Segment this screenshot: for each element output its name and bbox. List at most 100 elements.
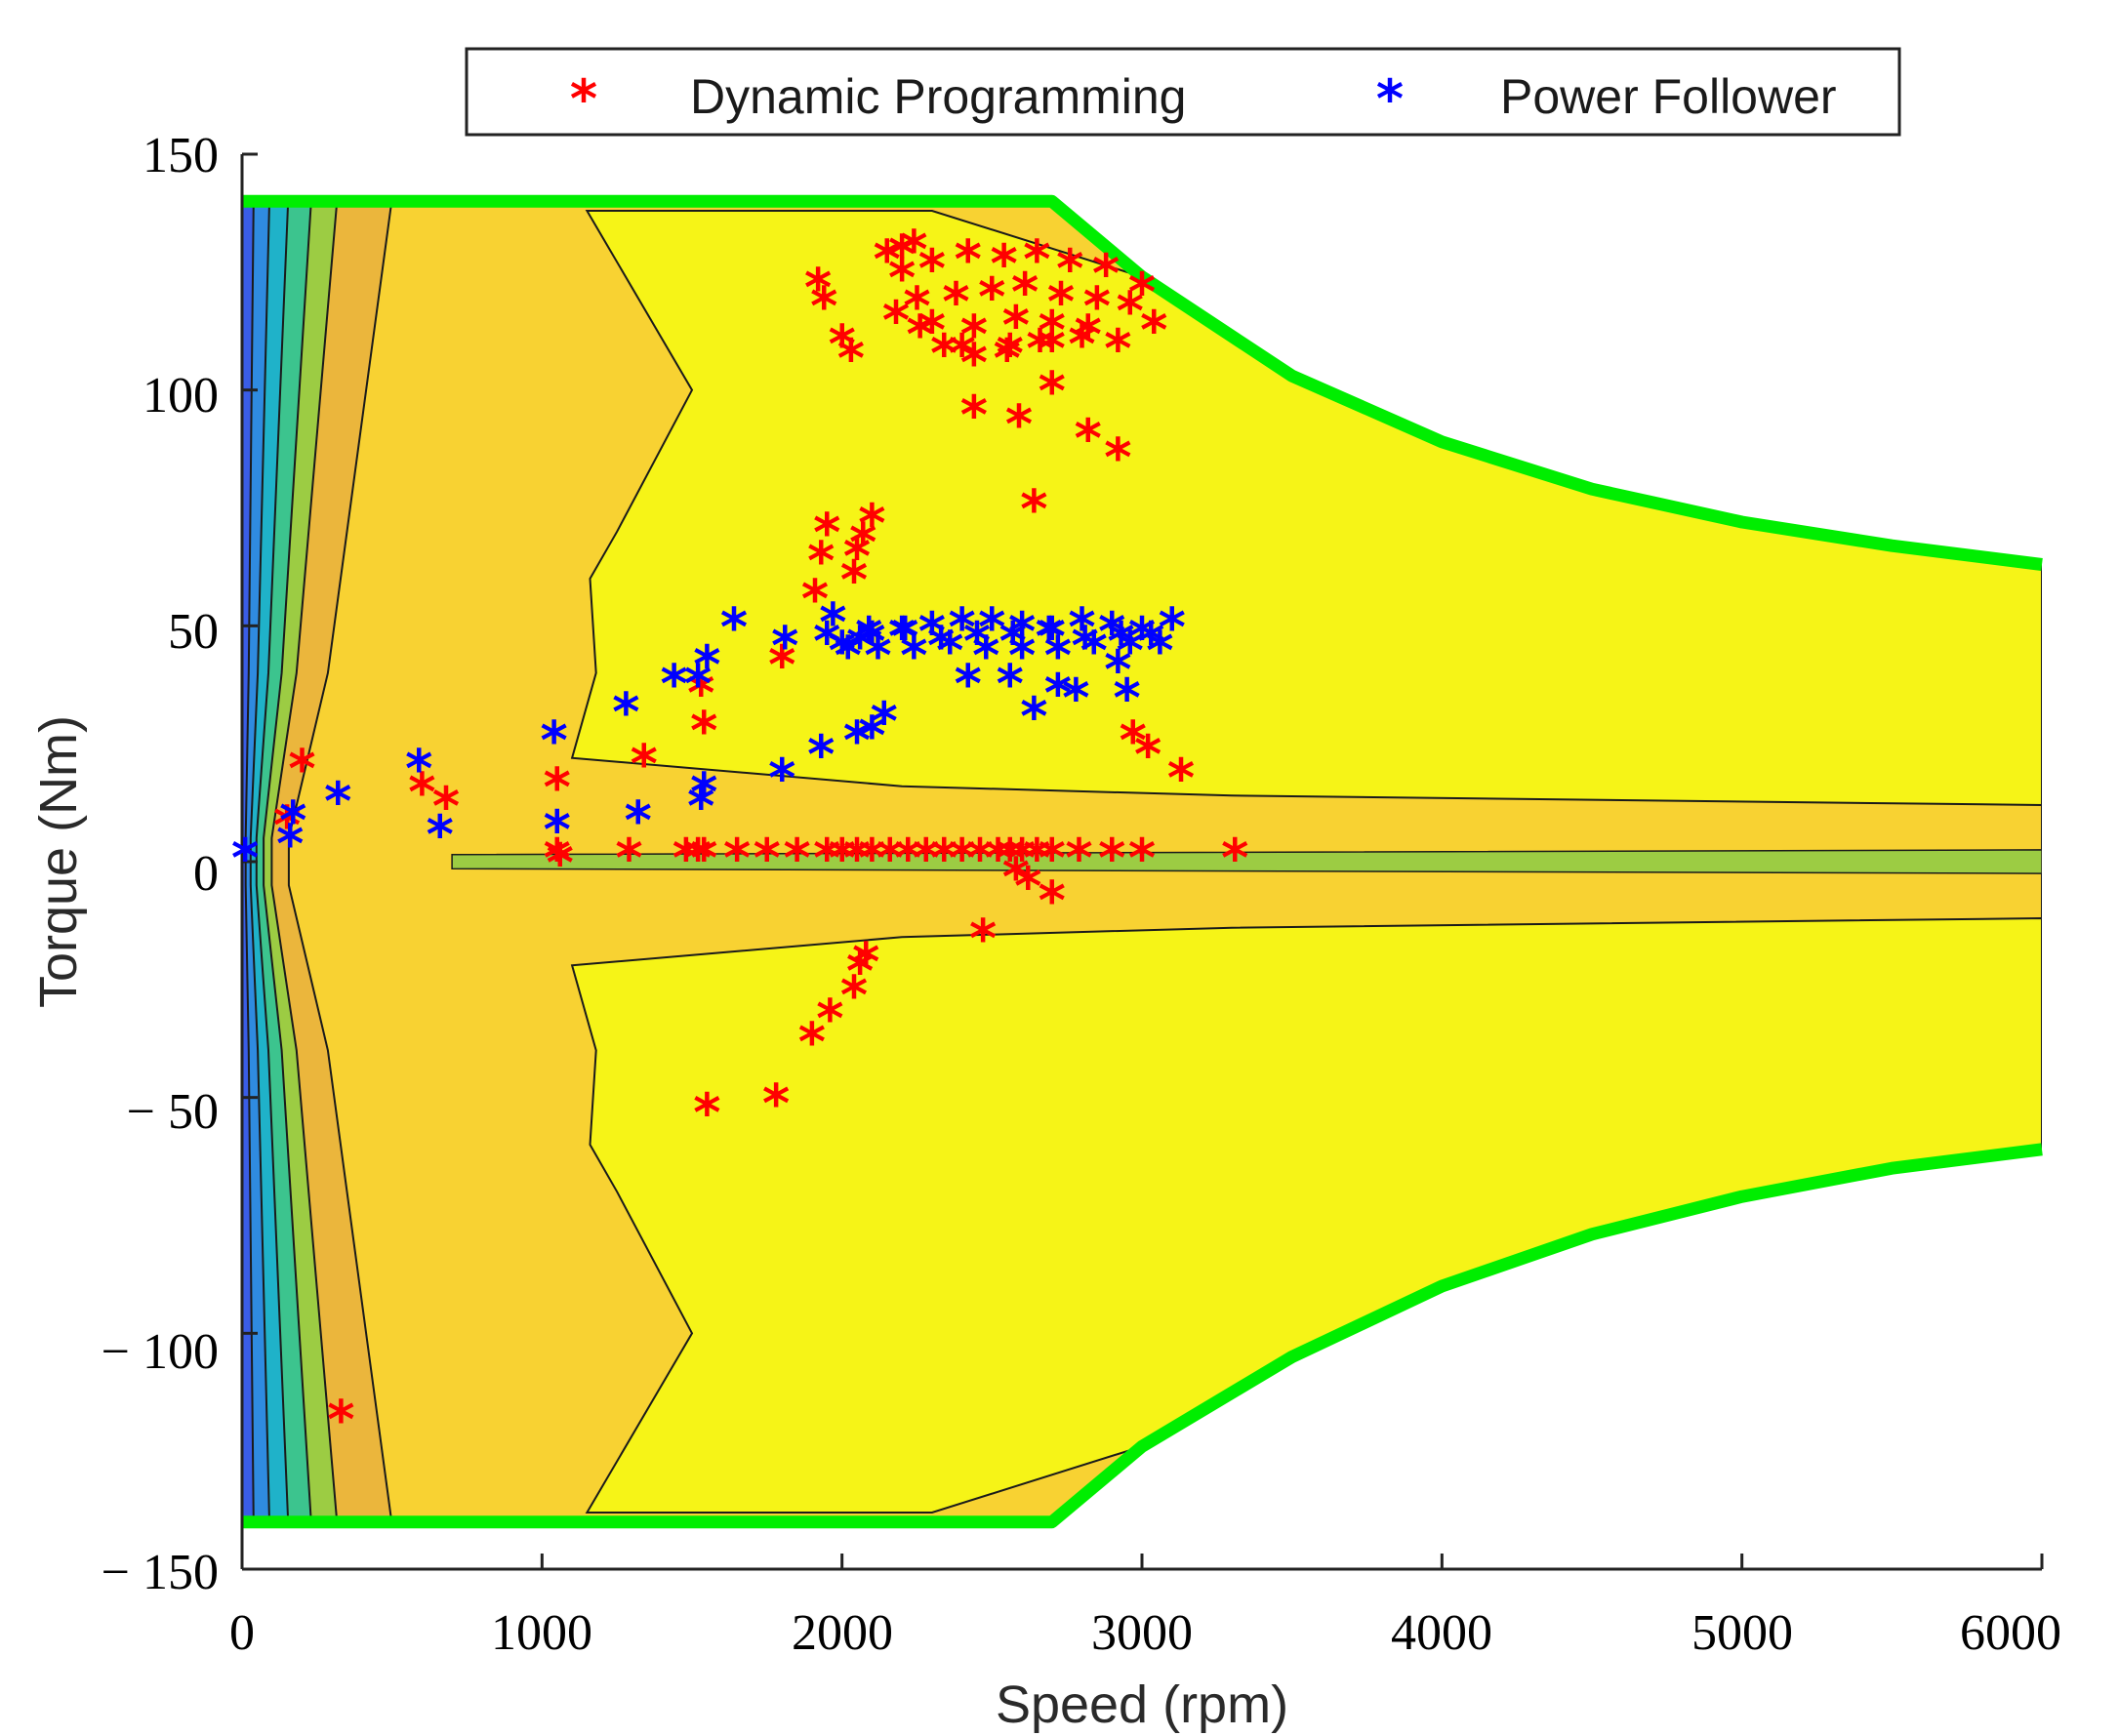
pf-point: * [855, 606, 882, 667]
dp-point: * [994, 328, 1021, 389]
dp-point: * [1104, 426, 1131, 488]
x-tick-label: 0 [229, 1605, 255, 1661]
x-tick-label: 5000 [1691, 1605, 1793, 1661]
dp-point: * [690, 828, 717, 889]
pf-point: * [829, 621, 856, 682]
pf-point: * [972, 625, 999, 686]
pf-point: * [540, 709, 567, 771]
pf-point: * [936, 621, 963, 682]
dp-point: * [1011, 262, 1039, 323]
dp-point: * [978, 266, 1005, 328]
dp-point: * [997, 828, 1024, 889]
dp-point: * [1092, 243, 1120, 304]
min-torque-envelope-line [242, 1143, 2043, 1529]
y-tick-labels: 150 100 50 0 − 50 − 100 − 150 [102, 128, 219, 1600]
pf-point: * [1146, 621, 1173, 682]
dp-point: * [918, 238, 946, 300]
dp-point: * [801, 568, 829, 629]
pf-point: * [918, 601, 946, 663]
dp-point: * [1039, 828, 1066, 889]
dp-point: * [955, 228, 982, 290]
pf-point: * [768, 747, 795, 809]
pf-point: * [807, 724, 835, 786]
pf-point: * [1020, 686, 1047, 747]
pf-point: * [1137, 611, 1164, 672]
legend: * Dynamic Programming * Power Follower [465, 47, 1901, 137]
pf-point: * [276, 814, 304, 875]
dp-point: * [1026, 318, 1053, 380]
dp-point: * [273, 794, 301, 856]
dp-point: * [807, 531, 835, 592]
pf-point: * [1062, 667, 1089, 729]
y-tick-label: − 50 [127, 1084, 219, 1140]
dynamic-programming-series: *** ** ****** ************************ * * * * *… [273, 220, 1248, 1451]
x-tick-label: 3000 [1091, 1605, 1193, 1661]
dp-point: * [1020, 479, 1047, 541]
pf-point: * [843, 709, 871, 771]
dp-point: * [1047, 271, 1075, 333]
pf-point: * [864, 625, 891, 686]
dp-point: * [810, 276, 837, 338]
dp-point: * [960, 384, 988, 446]
pf-point: * [1113, 667, 1140, 729]
pf-point: * [1008, 625, 1036, 686]
axes [240, 152, 2044, 1571]
dp-point: * [829, 313, 856, 375]
pf-point: * [997, 653, 1024, 714]
contour-band [570, 916, 2042, 1514]
dp-point: * [1120, 709, 1147, 771]
dp-point: * [900, 220, 927, 281]
dp-point: * [1014, 856, 1041, 917]
dp-point: * [1104, 318, 1131, 380]
dp-point: * [984, 828, 1011, 889]
pf-point: * [544, 799, 571, 861]
dp-point: * [852, 932, 879, 993]
y-tick-label: 0 [193, 846, 219, 902]
dp-point: * [858, 828, 885, 889]
dp-point: * [876, 828, 904, 889]
dp-point: * [1117, 281, 1144, 343]
y-tick-label: − 100 [102, 1324, 219, 1380]
dp-point: * [798, 1012, 826, 1073]
dp-point: * [1039, 361, 1066, 423]
pf-point: * [858, 611, 885, 672]
dp-point: * [631, 734, 658, 795]
dp-point: * [843, 526, 871, 587]
pf-point: * [279, 790, 306, 852]
dp-point: * [918, 300, 946, 361]
pf-point: * [1128, 606, 1156, 667]
dp-point: * [1065, 828, 1092, 889]
dp-point: * [843, 828, 871, 889]
pf-point: * [955, 653, 982, 714]
dp-point: * [888, 248, 916, 309]
dp-point: * [1140, 300, 1167, 361]
pf-point: * [693, 634, 720, 696]
dp-point: * [930, 323, 958, 384]
dp-point: * [783, 828, 810, 889]
dp-point: * [768, 634, 795, 696]
legend-label-dp: Dynamic Programming [690, 69, 1186, 124]
dp-point: * [888, 224, 916, 286]
dp-point: * [1075, 408, 1102, 469]
pf-point: * [1068, 596, 1095, 658]
y-axis-title: Torque (Nm) [29, 715, 88, 1008]
x-tick-label: 6000 [1960, 1605, 2061, 1661]
dp-point: * [966, 828, 994, 889]
dp-point: * [544, 828, 571, 889]
pf-point: * [687, 776, 714, 837]
dp-point: * [723, 828, 751, 889]
pf-point: * [1098, 601, 1125, 663]
pf-point: * [927, 616, 955, 677]
pf-point: * [690, 762, 717, 824]
pf-point: * [1044, 625, 1072, 686]
dp-point: * [1005, 394, 1033, 456]
dp-point: * [432, 776, 460, 837]
y-tick-label: 150 [143, 128, 219, 183]
pf-point: * [819, 592, 846, 654]
dp-point: * [906, 304, 933, 366]
pf-point: * [771, 616, 798, 677]
dp-point: * [813, 828, 840, 889]
legend-label-pf: Power Follower [1500, 69, 1837, 124]
dp-point: * [913, 828, 940, 889]
